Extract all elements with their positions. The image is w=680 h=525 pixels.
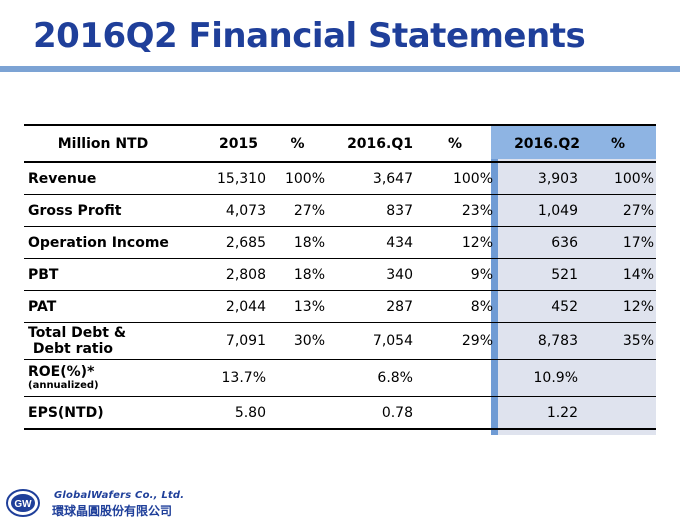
cell-2015-pct [268, 396, 327, 430]
slide-title: 2016Q2 Financial Statements [33, 16, 586, 56]
cell-2015: 15,310 [182, 162, 268, 195]
cell-2015: 2,044 [182, 290, 268, 323]
company-logo: GW GlobalWafers Co., Ltd. 環球晶圓股份有限公司 [6, 486, 216, 520]
row-label: Gross Profit [24, 194, 182, 227]
cell-2016q2-pct: 12% [580, 290, 656, 323]
table-row: PAT 2,044 13% 287 8% 452 12% [24, 290, 656, 323]
cell-2016q1: 434 [327, 226, 415, 259]
cell-2016q1: 6.8% [327, 359, 415, 397]
row-label: PAT [24, 290, 182, 323]
cell-2015-pct [268, 359, 327, 397]
cell-2016q2: 521 [495, 258, 580, 291]
cell-2016q2: 10.9% [495, 359, 580, 397]
cell-2016q1-pct: 29% [415, 322, 495, 360]
cell-2015-pct: 18% [268, 258, 327, 291]
cell-2016q2-pct: 100% [580, 162, 656, 195]
cell-2015-pct: 30% [268, 322, 327, 360]
row-label: Total Debt & Debt ratio [24, 322, 182, 360]
cell-2016q2-pct [580, 359, 656, 397]
row-label-line2: (annualized) [28, 380, 99, 391]
company-name-en: GlobalWafers Co., Ltd. [54, 490, 185, 501]
cell-2016q2: 3,903 [495, 162, 580, 195]
globalwafers-logo-icon: GW [6, 489, 40, 517]
header-2015-pct: % [268, 124, 327, 163]
table-row: Revenue 15,310 100% 3,647 100% 3,903 100… [24, 162, 656, 195]
cell-2016q2: 8,783 [495, 322, 580, 360]
cell-2016q1-pct: 8% [415, 290, 495, 323]
cell-2016q1-pct: 9% [415, 258, 495, 291]
header-2015: 2015 [182, 124, 268, 163]
cell-2016q1-pct [415, 396, 495, 430]
cell-2016q2-pct: 27% [580, 194, 656, 227]
cell-2016q1: 7,054 [327, 322, 415, 360]
row-label-line1: ROE(%)* [28, 364, 95, 380]
cell-2015: 7,091 [182, 322, 268, 360]
cell-2015: 13.7% [182, 359, 268, 397]
header-2016q2: 2016.Q2 [495, 124, 580, 163]
cell-2016q2-pct: 35% [580, 322, 656, 360]
row-label: Operation Income [24, 226, 182, 259]
cell-2016q2-pct: 14% [580, 258, 656, 291]
cell-2016q1-pct: 23% [415, 194, 495, 227]
cell-2015: 2,685 [182, 226, 268, 259]
cell-2016q1: 3,647 [327, 162, 415, 195]
cell-2015: 5.80 [182, 396, 268, 430]
cell-2016q1: 837 [327, 194, 415, 227]
table-row: Operation Income 2,685 18% 434 12% 636 1… [24, 226, 656, 259]
row-label: EPS(NTD) [24, 396, 182, 430]
row-label-line1: Total Debt & [28, 325, 127, 341]
table-row: Total Debt & Debt ratio 7,091 30% 7,054 … [24, 322, 656, 360]
cell-2016q2-pct [580, 396, 656, 430]
cell-2015-pct: 18% [268, 226, 327, 259]
logo-mark-text: GW [14, 499, 32, 510]
row-label: Revenue [24, 162, 182, 195]
cell-2016q1-pct: 12% [415, 226, 495, 259]
table-header-row: Million NTD 2015 % 2016.Q1 % 2016.Q2 % [24, 124, 656, 163]
cell-2016q1: 0.78 [327, 396, 415, 430]
cell-2016q1: 340 [327, 258, 415, 291]
cell-2015: 2,808 [182, 258, 268, 291]
table-row: Gross Profit 4,073 27% 837 23% 1,049 27% [24, 194, 656, 227]
cell-2016q2: 1.22 [495, 396, 580, 430]
table-row: EPS(NTD) 5.80 0.78 1.22 [24, 396, 656, 430]
cell-2015-pct: 100% [268, 162, 327, 195]
cell-2015-pct: 13% [268, 290, 327, 323]
header-2016q1-pct: % [415, 124, 495, 163]
row-label-line2: Debt ratio [28, 341, 114, 357]
cell-2016q1-pct: 100% [415, 162, 495, 195]
row-label: PBT [24, 258, 182, 291]
title-divider [0, 66, 680, 72]
table-row: ROE(%)* (annualized) 13.7% 6.8% 10.9% [24, 359, 656, 397]
financial-table: Million NTD 2015 % 2016.Q1 % 2016.Q2 % R… [24, 124, 656, 430]
cell-2016q2: 636 [495, 226, 580, 259]
cell-2016q2: 452 [495, 290, 580, 323]
cell-2015: 4,073 [182, 194, 268, 227]
cell-2016q1-pct [415, 359, 495, 397]
cell-2016q2: 1,049 [495, 194, 580, 227]
header-2016q2-pct: % [580, 124, 656, 163]
table-row: PBT 2,808 18% 340 9% 521 14% [24, 258, 656, 291]
row-label: ROE(%)* (annualized) [24, 359, 182, 397]
company-name-zh: 環球晶圓股份有限公司 [52, 504, 173, 518]
header-million-ntd: Million NTD [24, 124, 182, 163]
cell-2015-pct: 27% [268, 194, 327, 227]
header-2016q1: 2016.Q1 [327, 124, 415, 163]
cell-2016q1: 287 [327, 290, 415, 323]
cell-2016q2-pct: 17% [580, 226, 656, 259]
